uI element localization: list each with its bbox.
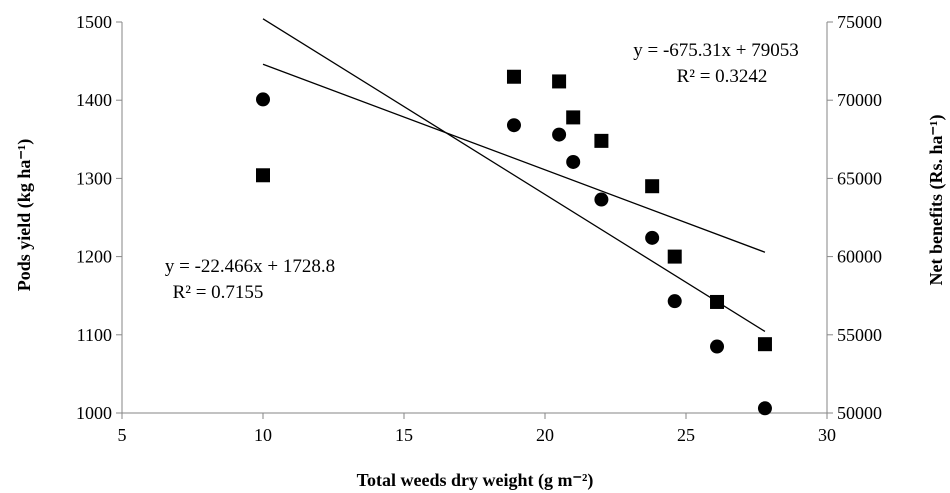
data-point-square [256, 168, 270, 183]
y-right-tick-label: 65000 [837, 168, 882, 188]
data-point-square [645, 179, 660, 194]
x-axis-title: Total weeds dry weight (g m⁻²) [357, 470, 594, 491]
x-tick-label: 20 [536, 425, 554, 445]
trendline-pods-yield [262, 18, 766, 333]
trendlines-group [262, 18, 766, 333]
data-point-circle [256, 92, 270, 107]
x-tick-label: 5 [118, 425, 127, 445]
y-right-tick-label: 50000 [837, 403, 882, 423]
trendline-net-benefits [262, 63, 766, 253]
data-point-circle [594, 192, 609, 207]
y-left-tick-label: 1100 [77, 325, 112, 345]
trendline-equation-left: y = -22.466x + 1728.8 [165, 256, 335, 277]
y-left-tick-label: 1300 [76, 168, 112, 188]
ticks-group: 5 10 15 20 25 30 1000 1100 1200 1300 1400 1500 50000… [76, 12, 882, 445]
y-right-tick-label: 60000 [837, 247, 882, 267]
y-left-tick-label: 1400 [76, 90, 112, 110]
data-point-square [506, 69, 521, 84]
y-right-tick-label: 70000 [837, 90, 882, 110]
y-left-tick-label: 1000 [76, 403, 112, 423]
data-point-square [566, 110, 581, 125]
data-point-circle [757, 401, 772, 416]
points-group [256, 69, 772, 416]
data-point-circle [710, 339, 725, 354]
y-left-tick-label: 1500 [76, 12, 112, 32]
data-point-square [552, 74, 567, 89]
data-point-circle [645, 230, 660, 245]
y-left-tick-label: 1200 [76, 247, 112, 267]
y-right-tick-label: 55000 [837, 325, 882, 345]
trendline-r2-left: R² = 0.7155 [173, 282, 264, 303]
data-point-circle [552, 127, 567, 142]
y-left-axis-title: Pods yield (kg ha⁻¹) [14, 139, 35, 291]
data-point-circle [566, 154, 581, 169]
data-point-square [667, 249, 682, 264]
data-point-square [757, 337, 772, 352]
axes-group [121, 22, 828, 414]
data-point-square [710, 294, 725, 309]
data-point-circle [506, 118, 521, 133]
y-right-tick-label: 75000 [837, 12, 882, 32]
x-tick-label: 15 [395, 425, 413, 445]
data-point-square [594, 133, 609, 148]
y-right-axis-title: Net benefits (Rs. ha⁻¹) [926, 115, 947, 286]
annotations-group: y = -22.466x + 1728.8 R² = 0.7155 y = -6… [165, 40, 799, 303]
x-tick-label: 10 [254, 425, 272, 445]
trendline-r2-right: R² = 0.3242 [677, 66, 768, 87]
x-tick-label: 25 [677, 425, 695, 445]
trendline-equation-right: y = -675.31x + 79053 [633, 40, 799, 61]
data-point-circle [667, 294, 682, 309]
x-tick-label: 30 [818, 425, 836, 445]
